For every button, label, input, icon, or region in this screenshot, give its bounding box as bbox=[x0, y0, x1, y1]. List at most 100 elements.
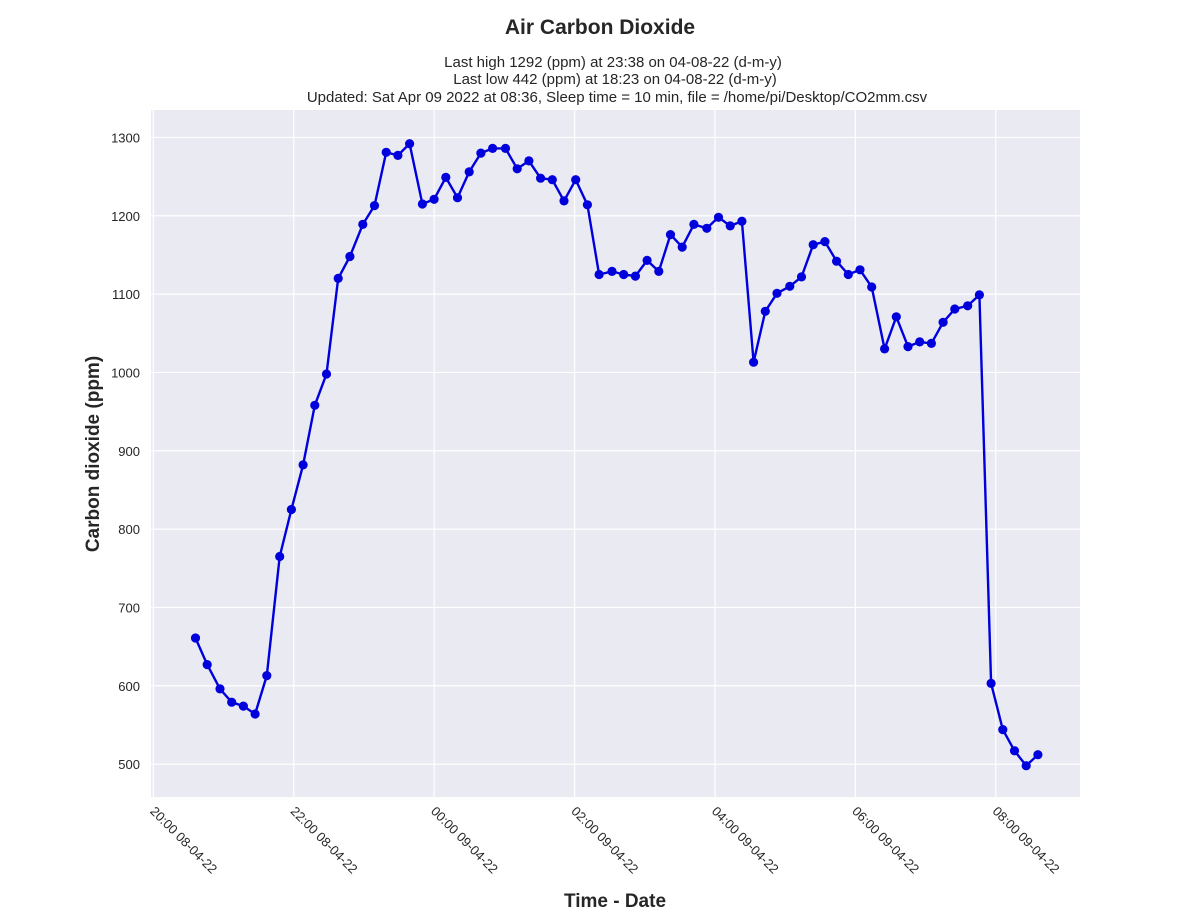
x-tick-label: 02:00 09-04-22 bbox=[568, 804, 641, 877]
data-point bbox=[820, 237, 830, 247]
data-point bbox=[974, 290, 985, 300]
chart-title: Air Carbon Dioxide bbox=[505, 16, 695, 39]
y-tick-label: 800 bbox=[118, 522, 140, 537]
data-point bbox=[202, 660, 212, 670]
x-tick-labels: 20:00 08-04-22 22:00 08-04-22 00:00 09-04-… bbox=[147, 804, 1062, 877]
y-tick-label: 600 bbox=[118, 679, 140, 694]
data-point bbox=[393, 150, 403, 160]
data-point bbox=[843, 269, 853, 280]
data-point bbox=[369, 201, 380, 211]
data-point bbox=[441, 172, 451, 182]
data-point bbox=[345, 251, 355, 262]
plot-background bbox=[151, 110, 1080, 797]
chart-subtitle-line-1: Last high 1292 (ppm) at 23:38 on 04-08-2… bbox=[444, 54, 782, 71]
data-point bbox=[891, 312, 901, 322]
data-point bbox=[950, 304, 960, 314]
data-point bbox=[488, 143, 498, 153]
x-tick-label: 22:00 08-04-22 bbox=[288, 804, 361, 877]
y-tick-label: 1300 bbox=[111, 130, 140, 145]
y-tick-label: 1100 bbox=[112, 287, 140, 302]
data-point bbox=[1021, 761, 1031, 771]
y-axis-label: Carbon dioxide (ppm) bbox=[83, 356, 104, 552]
data-point bbox=[630, 271, 641, 281]
data-point bbox=[607, 266, 617, 276]
data-point bbox=[654, 266, 664, 276]
data-point bbox=[880, 344, 890, 354]
data-point bbox=[689, 219, 699, 229]
data-point bbox=[333, 273, 343, 283]
data-point bbox=[785, 281, 795, 291]
data-point bbox=[619, 269, 629, 280]
x-tick-label: 04:00 09-04-22 bbox=[709, 804, 782, 877]
y-tick-label: 700 bbox=[118, 600, 140, 615]
data-point bbox=[855, 265, 865, 275]
x-tick-label: 20:00 08-04-22 bbox=[147, 804, 220, 877]
data-point bbox=[796, 272, 807, 282]
data-point bbox=[536, 173, 546, 183]
x-tick-label: 00:00 09-04-22 bbox=[428, 804, 501, 877]
data-point bbox=[250, 709, 260, 719]
series-line bbox=[194, 142, 1039, 767]
data-point bbox=[358, 219, 368, 229]
y-tick-label: 500 bbox=[118, 757, 140, 772]
data-point bbox=[832, 256, 842, 266]
y-tick-label: 1000 bbox=[111, 365, 140, 380]
data-point bbox=[275, 551, 285, 562]
data-point bbox=[405, 139, 415, 149]
data-point bbox=[559, 196, 569, 206]
y-tick-label: 1200 bbox=[111, 209, 140, 224]
x-tick-label: 06:00 09-04-22 bbox=[849, 804, 922, 877]
data-point bbox=[677, 242, 687, 252]
x-tick-label: 08:00 09-04-22 bbox=[990, 804, 1063, 877]
y-tick-labels: 500 600 700 800 900 1000 1100 1200 1300 bbox=[111, 130, 140, 772]
data-point bbox=[903, 342, 913, 352]
data-point bbox=[524, 156, 534, 166]
data-point bbox=[512, 164, 522, 174]
data-point bbox=[725, 221, 735, 231]
data-point bbox=[310, 400, 320, 410]
data-point bbox=[476, 148, 486, 158]
data-point bbox=[702, 223, 712, 233]
data-point bbox=[772, 288, 782, 298]
data-point bbox=[938, 317, 948, 327]
data-point bbox=[286, 504, 296, 515]
data-point bbox=[321, 369, 332, 379]
data-point bbox=[238, 701, 248, 711]
data-point bbox=[417, 199, 427, 209]
data-point bbox=[808, 240, 818, 250]
data-point bbox=[547, 175, 557, 185]
data-point bbox=[1009, 746, 1020, 756]
data-point bbox=[262, 671, 272, 681]
data-point bbox=[986, 678, 996, 689]
data-point bbox=[452, 193, 463, 203]
data-point bbox=[963, 301, 973, 311]
data-point bbox=[998, 725, 1008, 735]
data-point bbox=[867, 282, 877, 292]
x-axis-label: Time - Date bbox=[564, 891, 666, 912]
data-point bbox=[1033, 750, 1043, 760]
data-point bbox=[500, 143, 511, 153]
grid-lines bbox=[151, 110, 1080, 797]
data-point bbox=[594, 269, 604, 280]
data-point bbox=[749, 357, 759, 367]
data-point bbox=[190, 633, 201, 643]
data-point bbox=[760, 306, 770, 316]
data-point bbox=[582, 200, 593, 210]
data-point bbox=[464, 167, 474, 177]
data-point bbox=[381, 147, 391, 157]
chart-subtitle-line-3: Updated: Sat Apr 09 2022 at 08:36, Sleep… bbox=[307, 89, 928, 106]
data-point bbox=[571, 175, 581, 185]
data-point bbox=[737, 216, 747, 226]
data-series bbox=[190, 139, 1043, 771]
data-point bbox=[215, 684, 225, 694]
y-tick-label: 900 bbox=[118, 444, 140, 459]
chart-subtitle-line-2: Last low 442 (ppm) at 18:23 on 04-08-22 … bbox=[453, 71, 777, 88]
data-point bbox=[298, 460, 308, 470]
data-point bbox=[926, 338, 937, 348]
data-point bbox=[713, 212, 724, 222]
data-point bbox=[227, 697, 237, 707]
data-point bbox=[915, 337, 925, 347]
data-point bbox=[665, 230, 676, 240]
data-point bbox=[642, 255, 652, 265]
